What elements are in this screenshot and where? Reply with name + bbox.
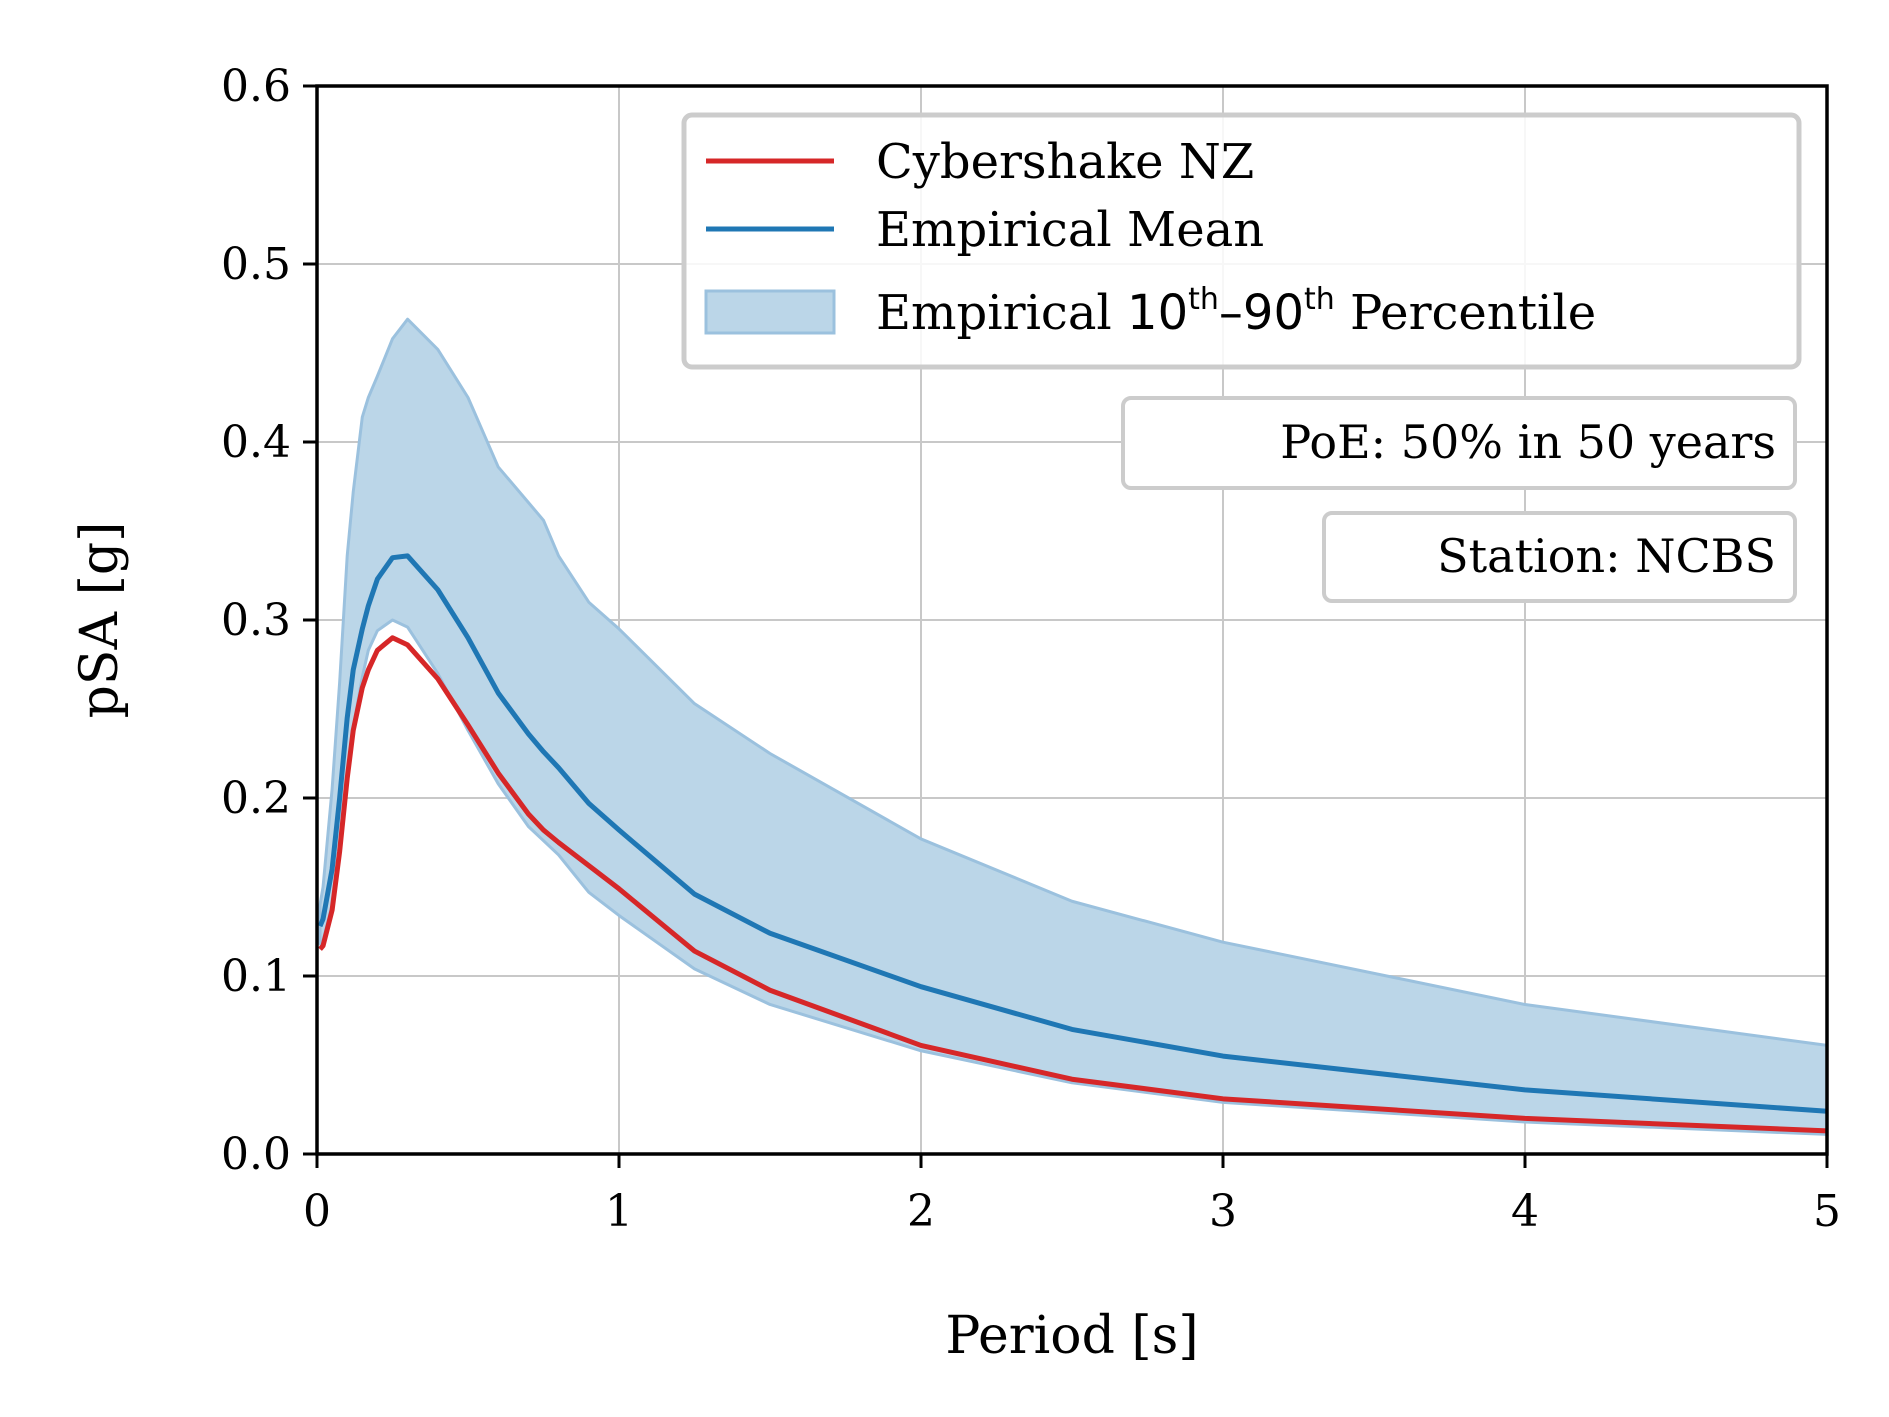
x-axis: 0 1 2 3 4 5 bbox=[303, 1154, 1841, 1237]
legend-swatch-percentile-band bbox=[704, 289, 836, 335]
annotation-station-box bbox=[1322, 511, 1797, 603]
annotation-station-text: Station: NCBS bbox=[1437, 529, 1776, 583]
y-tick-label-6: 0.6 bbox=[221, 61, 291, 112]
legend-band-suffix: Percentile bbox=[1335, 285, 1596, 341]
annotation-poe: PoE: 50% in 50 years bbox=[1121, 396, 1797, 490]
legend-band-p2: 90 bbox=[1243, 285, 1304, 341]
y-tick-label-0: 0.0 bbox=[221, 1129, 291, 1180]
y-tick-label-4: 0.4 bbox=[221, 417, 291, 468]
y-tick-label-3: 0.3 bbox=[221, 595, 291, 646]
y-tick-label-5: 0.5 bbox=[221, 239, 291, 290]
y-axis: 0.0 0.1 0.2 0.3 0.4 0.5 0.6 bbox=[221, 61, 317, 1180]
annotation-poe-box bbox=[1121, 396, 1797, 490]
x-tick-label-0: 0 bbox=[303, 1186, 331, 1237]
y-tick-label-2: 0.2 bbox=[221, 773, 291, 824]
legend-band-sup1: th bbox=[1188, 282, 1219, 317]
x-tick-label-2: 2 bbox=[907, 1186, 935, 1237]
legend-box bbox=[681, 112, 1802, 370]
legend-band-p1: 10 bbox=[1127, 285, 1188, 341]
legend-label-percentile-band: Empirical 10th–90th Percentile bbox=[876, 282, 1596, 341]
legend-band-prefix: Empirical bbox=[876, 285, 1127, 341]
legend: Cybershake NZ Empirical Mean Empirical 1… bbox=[681, 112, 1802, 370]
y-axis-title: pSA [g] bbox=[70, 522, 130, 719]
x-axis-title: Period [s] bbox=[945, 1306, 1198, 1366]
x-tick-label-1: 1 bbox=[605, 1186, 633, 1237]
legend-band-sup2: th bbox=[1304, 282, 1335, 317]
x-tick-label-4: 4 bbox=[1511, 1186, 1539, 1237]
legend-label-cybershake: Cybershake NZ bbox=[876, 134, 1254, 190]
annotation-poe-text: PoE: 50% in 50 years bbox=[1280, 415, 1776, 469]
annotation-station: Station: NCBS bbox=[1322, 511, 1797, 603]
x-tick-label-5: 5 bbox=[1813, 1186, 1841, 1237]
series-line-empirical-mean bbox=[317, 553, 1828, 1114]
y-tick-label-1: 0.1 bbox=[221, 951, 291, 1002]
x-tick-label-3: 3 bbox=[1209, 1186, 1237, 1237]
series-line-cybershake bbox=[318, 635, 1828, 1134]
legend-band-dash: – bbox=[1219, 285, 1243, 341]
legend-label-mean: Empirical Mean bbox=[876, 202, 1264, 258]
